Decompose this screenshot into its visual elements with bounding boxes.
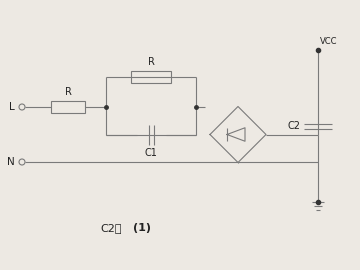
- Text: N: N: [7, 157, 15, 167]
- Bar: [51, 101, 85, 113]
- Text: (1): (1): [133, 223, 151, 233]
- Text: C2：: C2：: [100, 223, 122, 233]
- Text: R: R: [148, 57, 154, 67]
- Text: C1: C1: [145, 148, 157, 158]
- Text: VCC: VCC: [320, 37, 338, 46]
- Text: C2: C2: [288, 121, 301, 131]
- Text: L: L: [9, 102, 15, 112]
- Bar: [131, 71, 171, 83]
- Text: R: R: [64, 87, 71, 97]
